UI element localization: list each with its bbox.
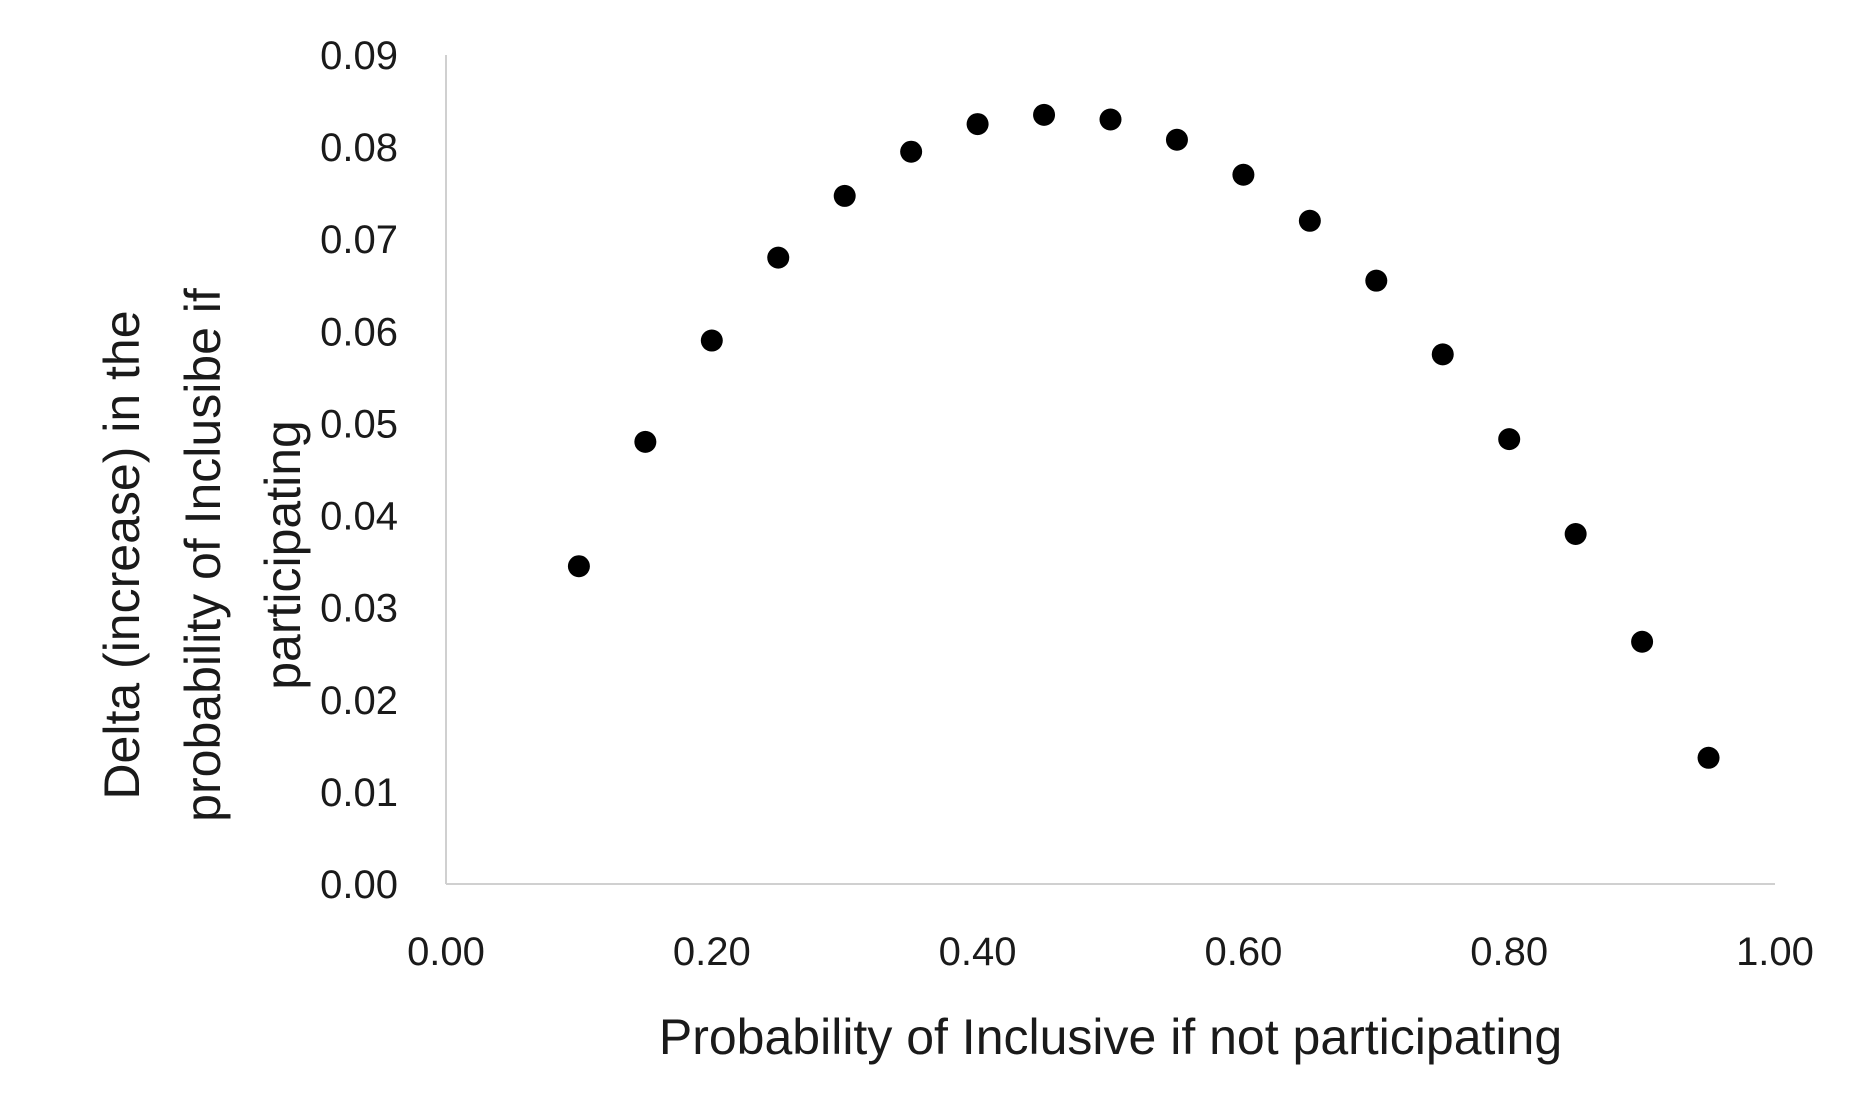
data-point (634, 430, 657, 453)
x-axis-title: Probability of Inclusive if not particip… (659, 1009, 1562, 1065)
x-tick-label: 0.80 (1470, 930, 1548, 974)
x-tick-label: 0.00 (407, 930, 485, 974)
data-point (1365, 269, 1388, 292)
data-points (567, 103, 1720, 769)
y-axis-title-line: participating (255, 420, 311, 690)
y-tick-label: 0.02 (320, 679, 398, 723)
y-axis-title-line: Delta (increase) in the (94, 310, 150, 799)
data-point (767, 246, 790, 269)
data-point (1498, 428, 1521, 451)
data-point (900, 140, 923, 163)
x-tick-label: 0.20 (673, 930, 751, 974)
data-point (966, 113, 989, 136)
y-tick-label: 0.03 (320, 587, 398, 631)
y-axis-title: Delta (increase) in the probability of In… (94, 288, 311, 822)
x-tick-labels: 0.00 0.20 0.40 0.60 0.80 1.00 (407, 930, 1814, 974)
y-tick-label: 0.01 (320, 771, 398, 815)
x-tick-label: 0.60 (1204, 930, 1282, 974)
data-point (833, 184, 856, 207)
data-point (1033, 103, 1056, 126)
data-point (1431, 343, 1454, 366)
y-tick-label: 0.05 (320, 402, 398, 446)
y-tick-label: 0.00 (320, 863, 398, 907)
x-tick-label: 0.40 (939, 930, 1017, 974)
y-tick-label: 0.08 (320, 126, 398, 170)
y-tick-label: 0.04 (320, 495, 398, 539)
y-tick-labels: 0.00 0.01 0.02 0.03 0.04 0.05 0.06 0.07 0.08 0.09 (320, 34, 398, 907)
data-point (567, 555, 590, 578)
data-point (1232, 163, 1255, 186)
data-point (700, 329, 723, 352)
x-tick-label: 1.00 (1736, 930, 1814, 974)
data-point (1697, 746, 1720, 769)
y-tick-label: 0.06 (320, 310, 398, 354)
data-point (1564, 522, 1587, 545)
y-tick-label: 0.07 (320, 218, 398, 262)
data-point (1298, 209, 1321, 232)
y-axis-title-line: probability of Inclusibe if (175, 288, 231, 822)
data-point (1631, 630, 1654, 653)
data-point (1099, 108, 1122, 131)
y-tick-label: 0.09 (320, 34, 398, 78)
data-point (1165, 128, 1188, 151)
